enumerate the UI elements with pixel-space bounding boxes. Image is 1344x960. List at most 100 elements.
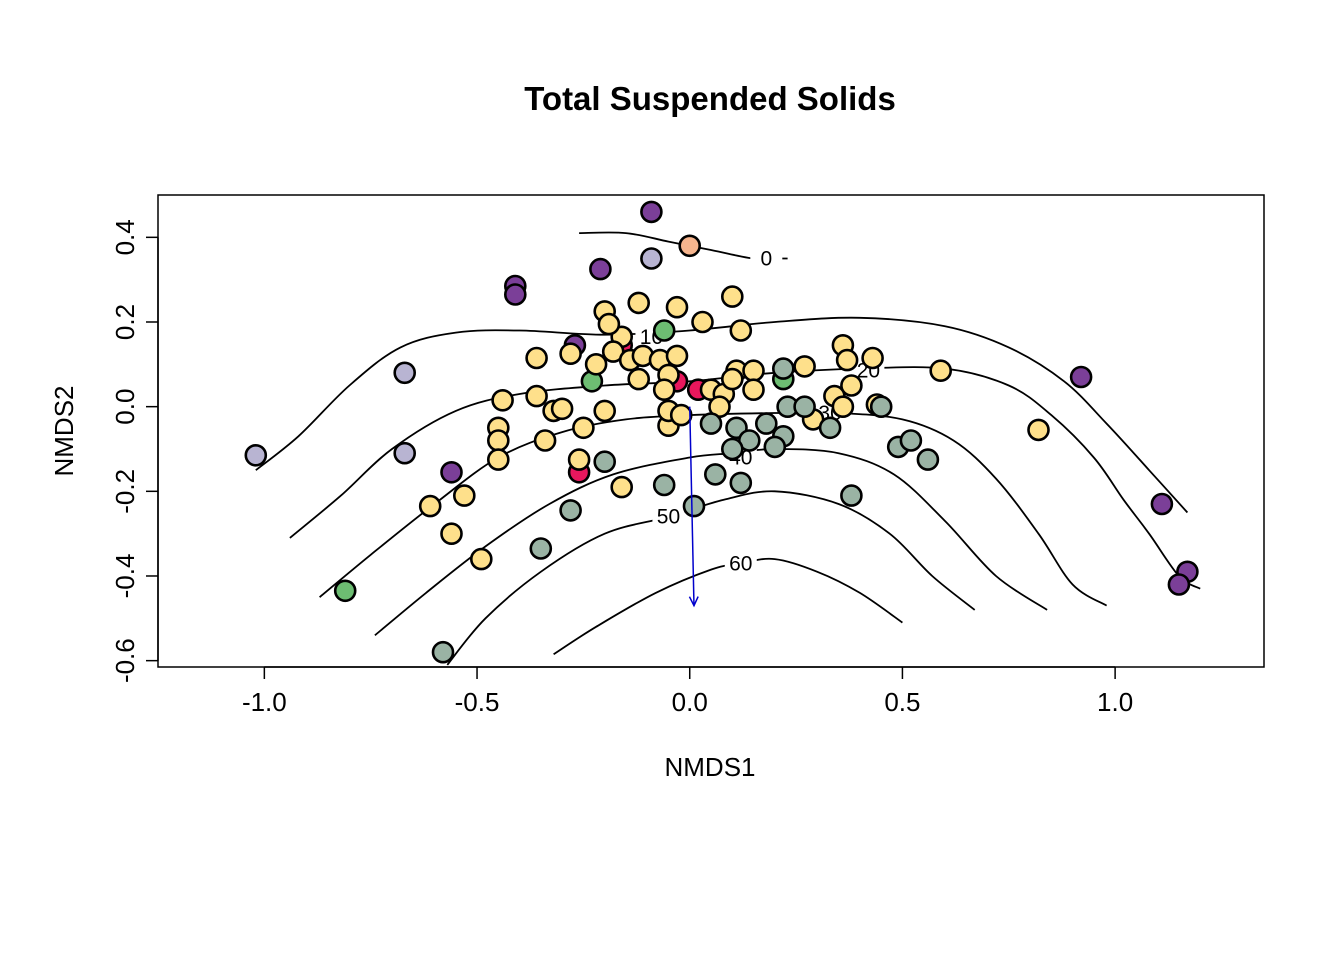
data-point [652,319,676,342]
data-point [469,547,493,571]
arrow-head [688,596,699,608]
data-point [525,384,548,408]
y-axis: -0.6 -0.4 -0.2 0.0 0.2 0.4 [110,219,159,683]
data-point [861,346,884,370]
data-point [665,295,689,319]
y-axis-label: NMDS2 [49,385,79,476]
data-point [640,200,663,224]
data-point [899,429,923,452]
x-tick-label: 0.5 [884,687,920,717]
contour-line-20 [289,366,1201,590]
data-point [333,579,357,603]
data-point [793,395,816,419]
y-tick-label: 0.0 [110,389,140,425]
data-point [691,310,714,334]
data-point [929,359,953,383]
contour-label-0: 0 [760,247,772,270]
contour-label-60: 60 [729,552,752,575]
data-point [491,388,514,412]
data-point [418,494,442,518]
chart-title: Total Suspended Solids [524,80,896,117]
data-point [763,435,787,459]
data-point [869,395,893,419]
data-point [840,484,863,507]
data-point [916,448,940,471]
data-point [525,346,548,370]
x-axis-label: NMDS1 [664,752,755,782]
data-point [593,450,617,474]
data-point [431,640,455,664]
data-point [550,397,574,421]
data-point [729,319,753,342]
data-point [729,471,753,495]
data-point [831,395,855,419]
data-point [610,475,634,499]
data-point [627,367,651,391]
data-point [1027,418,1050,442]
data-point [720,367,744,391]
data-points [244,200,1199,664]
data-point [640,247,663,270]
data-point [584,352,608,376]
y-tick-label: -0.6 [110,638,140,683]
y-tick-label: 0.2 [110,304,140,340]
data-point [1167,573,1191,596]
x-tick-label: 0.0 [672,687,708,717]
data-point [835,348,859,372]
data-point [503,283,527,306]
contour-label-50: 50 [657,506,680,529]
x-axis: -1.0 -0.5 0.0 0.5 1.0 [242,666,1133,717]
data-point [699,412,723,435]
data-point [627,291,651,315]
y-tick-label: 0.4 [110,219,140,255]
data-point [678,234,702,258]
contour-line-50 [446,490,976,666]
x-tick-label: 1.0 [1097,687,1133,717]
tss-vector-arrow [688,406,699,608]
data-point [771,357,795,380]
data-point [742,378,765,402]
contour-lines [255,231,1201,666]
contour-label-bg [724,551,757,576]
contour-label-bg [652,504,685,529]
data-point [589,257,612,281]
data-point [559,499,582,522]
data-point [559,342,582,366]
x-tick-label: -1.0 [242,687,287,717]
data-point [720,437,744,461]
data-point [597,312,621,336]
data-point [593,399,617,423]
data-point [452,484,476,507]
y-tick-label: -0.4 [110,554,140,599]
data-point [652,473,676,497]
data-point [486,448,510,471]
data-point [393,441,417,465]
data-point [720,285,744,308]
data-point [244,443,268,467]
data-point [440,460,463,484]
data-point [652,378,676,402]
data-point [393,361,417,385]
data-point [440,522,463,546]
arrow-shaft [688,406,695,606]
x-tick-label: -0.5 [455,687,500,717]
y-tick-label: -0.2 [110,469,140,514]
data-point [572,416,595,440]
data-point [1069,365,1093,389]
data-point [533,429,557,452]
data-point [567,448,591,471]
data-point [793,355,816,378]
data-point [742,359,765,383]
data-point [703,463,727,486]
contour-line-30 [319,411,1108,607]
data-point [665,344,689,368]
data-point [1150,492,1174,516]
data-point [818,416,842,440]
data-point [682,494,706,518]
data-point [754,412,778,435]
data-point [669,403,693,427]
data-point [840,374,863,397]
data-point [529,537,553,560]
contour-label-bg [750,246,783,271]
data-point [486,429,510,452]
